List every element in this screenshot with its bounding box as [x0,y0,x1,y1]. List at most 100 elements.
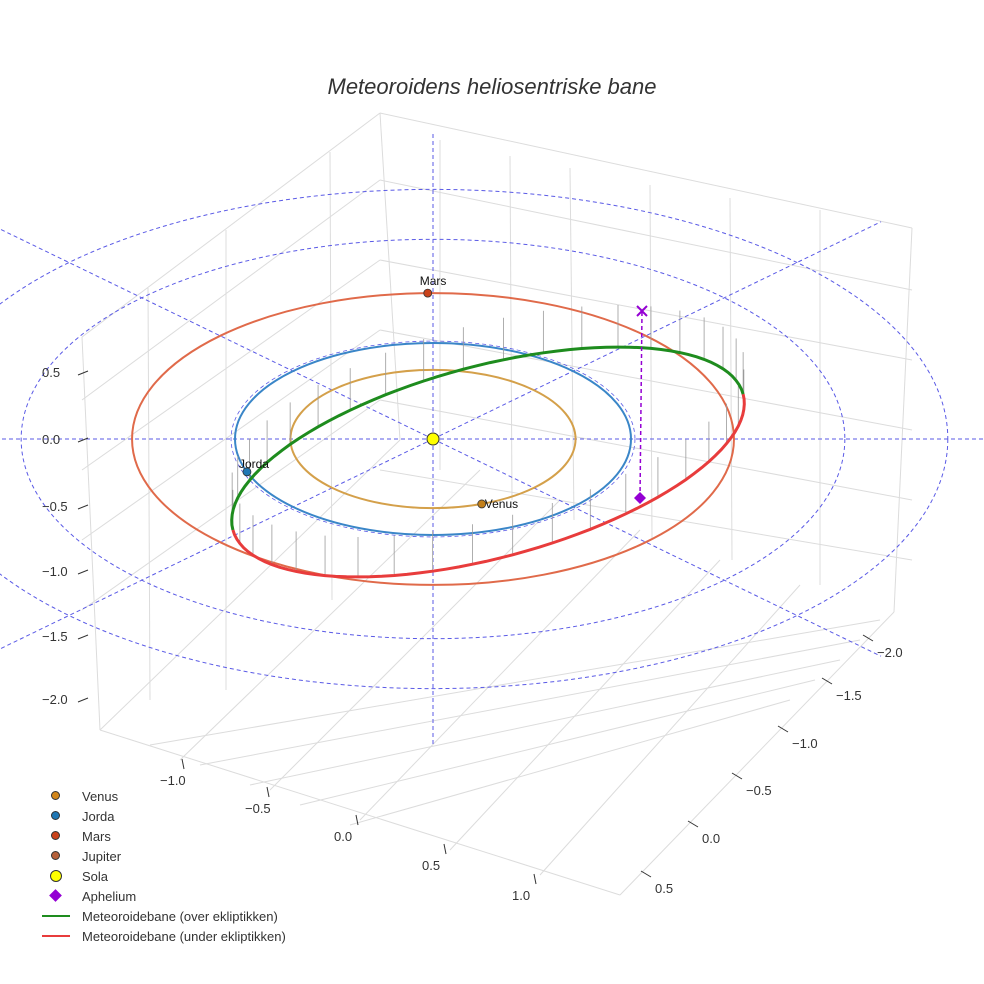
diamond-marker-icon [49,889,62,902]
grid-line [379,329,913,431]
z-tick-label: 0.0 [42,432,60,447]
earth-marker-icon [51,811,60,820]
x-tick-label: 0.0 [334,829,352,844]
ecliptic-radial-line [0,228,434,440]
grid-line [81,399,381,611]
grid-line [449,559,721,851]
y-tick-label: −0.5 [746,783,772,798]
grid-line [729,197,733,561]
grid-line [379,179,913,291]
x-tick-mark [181,758,185,770]
legend-label: Aphelium [82,888,137,904]
y-tick-mark [731,772,743,780]
legend-label: Mars [82,828,111,844]
x-tick-mark [533,873,537,885]
y-tick-mark [862,634,874,642]
ecliptic-radial-line [432,221,882,440]
aphelion-marker [634,492,646,504]
y-tick-mark [777,725,789,733]
grid-line [269,499,561,791]
z-tick-mark [77,634,89,640]
legend-item-mars: Mars [38,826,286,846]
x-tick-mark [443,843,447,855]
planet-label-jorda: Jorda [239,457,269,471]
z-tick-mark [77,437,89,443]
green-line-icon [42,915,70,917]
grid-line [179,469,481,761]
legend-item-orbit-above: Meteoroidebane (over ekliptikken) [38,906,286,926]
planet-label-mars: Mars [420,274,447,288]
aphelion-cross-marker [636,305,648,317]
jupiter-marker-icon [51,851,60,860]
ecliptic-radial-line [432,438,882,657]
y-tick-mark [687,820,699,828]
meteoroid-orbit-below [231,393,746,579]
x-tick-label: 1.0 [512,888,530,903]
legend: Venus Jorda Mars Jupiter Sola Aphelium M… [38,786,286,946]
grid-line [539,584,801,876]
y-tick-label: 0.5 [655,881,673,896]
legend-item-jupiter: Jupiter [38,846,286,866]
z-tick-mark [77,504,89,510]
legend-label: Meteoroidebane (over ekliptikken) [82,908,278,924]
chart-title: Meteoroidens heliosentriske bane [327,74,657,99]
x-tick-mark [355,814,359,826]
meteoroid-orbit-above [230,345,745,531]
grid-line [569,167,575,521]
z-tick-label: −2.0 [42,692,68,707]
y-tick-label: 0.0 [702,831,720,846]
grid-line [81,179,381,401]
legend-label: Sola [82,868,109,884]
legend-item-aphelium: Aphelium [38,886,286,906]
aphelion-drop-line [639,310,643,499]
orbit-mars [131,292,735,586]
grid-line [249,659,841,786]
grid-line [893,227,913,613]
planet-label-venus: Venus [485,497,518,511]
legend-label: Venus [82,788,119,804]
y-tick-label: −2.0 [877,645,903,660]
z-tick-label: −0.5 [42,499,68,514]
grid-line [81,112,381,338]
y-tick-label: −1.0 [792,736,818,751]
grid-line [147,287,151,701]
legend-label: Jorda [82,808,115,824]
legend-item-sola: Sola [38,866,286,886]
y-tick-mark [640,870,652,878]
grid-line [359,529,641,821]
z-tick-mark [77,370,89,376]
x-tick-mark [266,786,270,798]
grid-line [149,619,881,746]
legend-label: Meteoroidebane (under ekliptikken) [82,928,286,944]
grid-line [299,679,816,806]
grid-line [349,699,791,826]
legend-item-orbit-below: Meteoroidebane (under ekliptikken) [38,926,286,946]
grid-line [81,329,381,541]
grid-line [199,639,861,766]
legend-label: Jupiter [82,848,122,864]
planet-jorda [242,467,252,477]
mars-marker-icon [51,831,60,840]
x-tick-label: −0.5 [245,801,271,816]
planet-venus [477,499,487,509]
grid-line [329,151,333,601]
z-tick-mark [77,697,89,703]
sun-marker [426,432,440,446]
x-tick-label: 0.5 [422,858,440,873]
grid-line [379,399,913,501]
y-tick-mark [821,677,833,685]
red-line-icon [42,935,70,937]
z-tick-label: −1.5 [42,629,68,644]
z-tick-mark [77,569,89,575]
grid-line [509,155,513,501]
legend-item-jorda: Jorda [38,806,286,826]
grid-line [379,259,913,361]
sun-marker-icon [50,870,62,882]
grid-line [379,112,913,229]
ecliptic-radial-line [0,438,434,650]
venus-marker-icon [51,791,60,800]
legend-item-venus: Venus [38,786,286,806]
x-tick-label: −1.0 [160,773,186,788]
